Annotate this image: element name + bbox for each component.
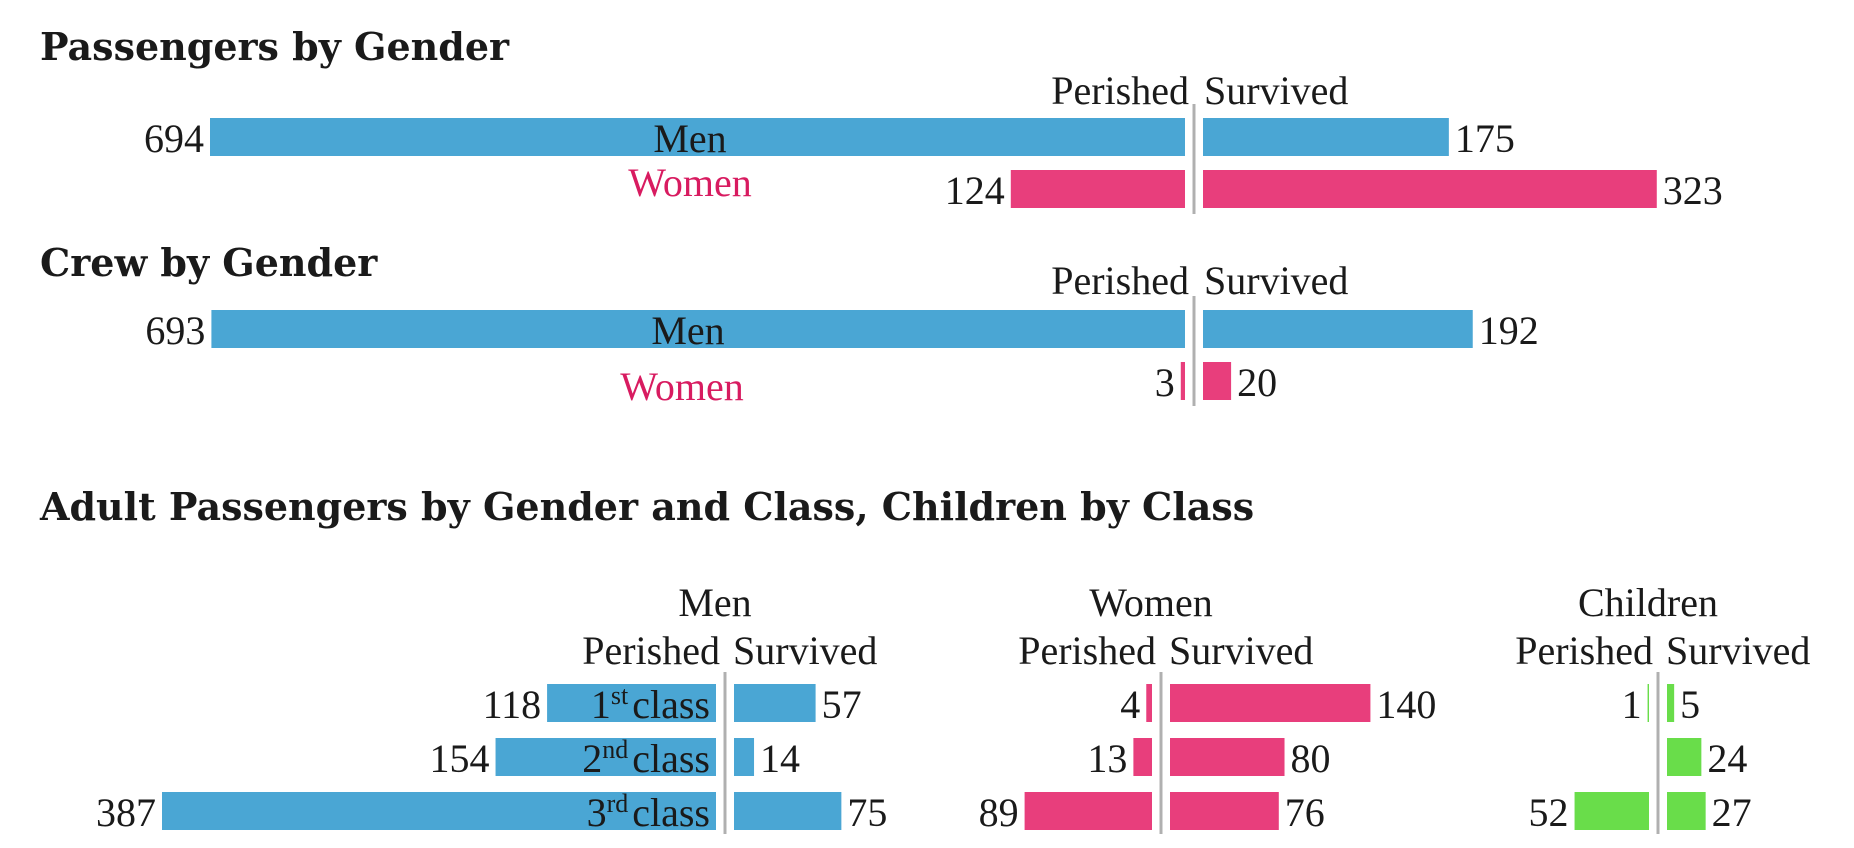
group-title: Men — [678, 580, 751, 625]
survived-bar — [1203, 118, 1449, 156]
category-label: Women — [628, 160, 751, 205]
perished-bar — [1574, 792, 1649, 830]
survived-bar — [1667, 738, 1702, 776]
class-ordinal-suffix: rd — [607, 789, 629, 818]
class-word: class — [632, 736, 710, 781]
survived-header: Survived — [1204, 258, 1348, 303]
survived-header: Survived — [1666, 628, 1810, 673]
category-label: Men — [653, 116, 726, 161]
survived-bar — [1170, 792, 1279, 830]
class-label: 1st class — [591, 681, 710, 727]
perished-header: Perished — [1051, 258, 1189, 303]
survived-value: 14 — [760, 736, 800, 781]
perished-header: Perished — [582, 628, 720, 673]
class-label: 3rd class — [587, 789, 710, 835]
chart-title: Passengers by Gender — [40, 24, 510, 69]
class-ordinal-suffix: st — [611, 681, 629, 710]
perished-value: 4 — [1120, 682, 1140, 727]
perished-bar — [162, 792, 716, 830]
survived-value: 5 — [1680, 682, 1700, 727]
perished-value: 387 — [96, 790, 156, 835]
class-ordinal: 2 — [582, 736, 602, 781]
perished-value: 52 — [1529, 790, 1569, 835]
perished-bar — [1133, 738, 1152, 776]
survived-bar — [1667, 792, 1706, 830]
perished-value: 694 — [144, 116, 204, 161]
survived-bar — [734, 684, 816, 722]
perished-bar — [1180, 362, 1185, 400]
group-title: Children — [1578, 580, 1718, 625]
class-ordinal: 3 — [587, 790, 607, 835]
perished-value: 89 — [979, 790, 1019, 835]
perished-header: Perished — [1051, 68, 1189, 113]
chart-title: Crew by Gender — [40, 240, 378, 285]
perished-value: 1 — [1622, 682, 1642, 727]
survived-bar — [1170, 684, 1371, 722]
chart-title: Adult Passengers by Gender and Class, Ch… — [39, 484, 1254, 529]
perished-value: 693 — [145, 308, 205, 353]
perished-value: 124 — [945, 168, 1005, 213]
perished-header: Perished — [1515, 628, 1653, 673]
perished-bar — [495, 738, 716, 776]
survived-value: 57 — [822, 682, 862, 727]
class-ordinal: 1 — [591, 682, 611, 727]
survived-header: Survived — [733, 628, 877, 673]
survived-value: 27 — [1712, 790, 1752, 835]
survived-value: 192 — [1479, 308, 1539, 353]
class-ordinal-suffix: nd — [602, 735, 628, 764]
perished-header: Perished — [1018, 628, 1156, 673]
perished-value: 13 — [1087, 736, 1127, 781]
group-title: Women — [1089, 580, 1212, 625]
survived-bar — [734, 792, 842, 830]
survived-bar — [1203, 362, 1232, 400]
survived-value: 323 — [1663, 168, 1723, 213]
perished-bar — [210, 118, 1185, 156]
perished-bar — [1146, 684, 1152, 722]
survived-bar — [1170, 738, 1285, 776]
perished-bar — [1010, 170, 1185, 208]
category-label: Men — [651, 308, 724, 353]
survived-bar — [1203, 170, 1657, 208]
survived-header: Survived — [1204, 68, 1348, 113]
perished-value: 118 — [483, 682, 542, 727]
perished-bar — [211, 310, 1185, 348]
survived-value: 76 — [1285, 790, 1325, 835]
perished-bar — [1647, 684, 1649, 722]
survived-value: 75 — [847, 790, 887, 835]
survived-value: 140 — [1376, 682, 1436, 727]
class-word: class — [632, 682, 710, 727]
perished-bar — [547, 684, 716, 722]
perished-value: 3 — [1155, 360, 1175, 405]
class-word: class — [632, 790, 710, 835]
survived-bar — [1203, 310, 1473, 348]
survived-bar — [734, 738, 755, 776]
survived-value: 80 — [1291, 736, 1331, 781]
survived-value: 20 — [1237, 360, 1277, 405]
survived-value: 175 — [1455, 116, 1515, 161]
survived-header: Survived — [1169, 628, 1313, 673]
survived-value: 24 — [1707, 736, 1747, 781]
class-label: 2nd class — [582, 735, 710, 781]
perished-value: 154 — [430, 736, 490, 781]
survived-bar — [1667, 684, 1675, 722]
category-label: Women — [620, 364, 743, 409]
perished-bar — [1024, 792, 1152, 830]
